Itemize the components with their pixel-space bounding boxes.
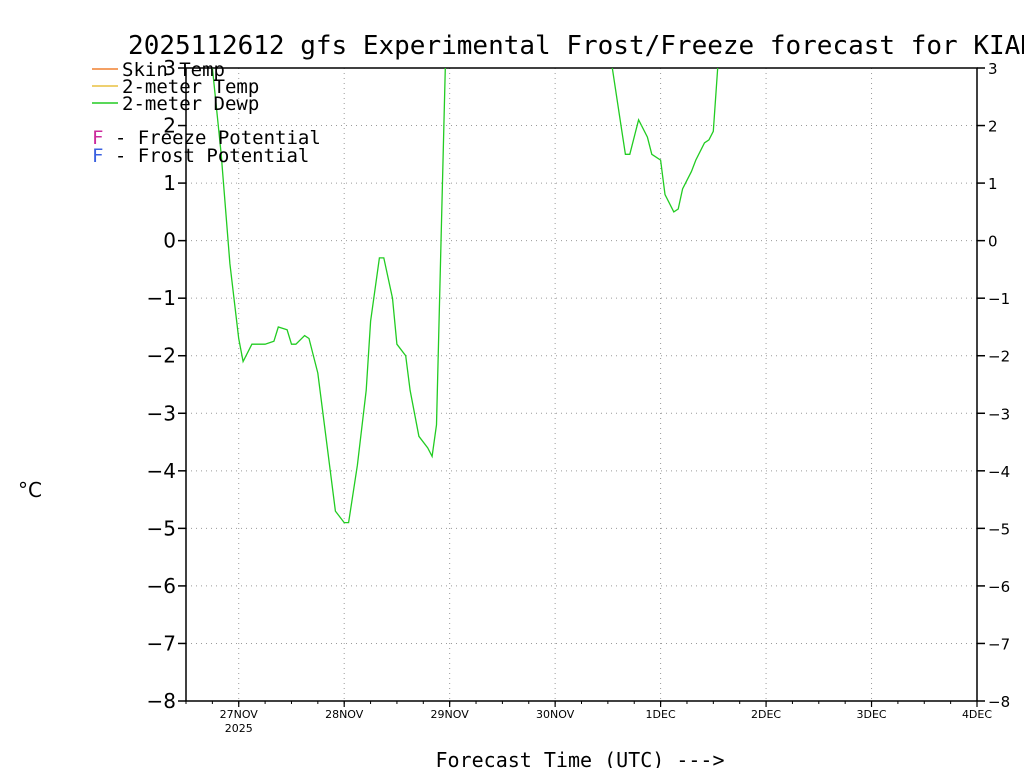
axes: 3 3 2 2 1 1 0 0 −1 −1 −2 −2 −3 −3 −4 −4 −5 −5 −6 −6 −7 −7 −8 −8…	[147, 56, 1011, 735]
x-tick-label: 27NOV	[220, 708, 259, 721]
y-tick-label-right: −6	[988, 578, 1010, 596]
chart-title: 2025112612 gfs Experimental Frost/Freeze…	[128, 31, 1024, 61]
legend-label: 2-meter Dewp	[122, 93, 259, 115]
x-tick-label: 29NOV	[431, 708, 470, 721]
y-tick-label-right: −2	[988, 348, 1010, 366]
y-tick-label-left: 3	[163, 56, 176, 80]
y-tick-label-right: 0	[988, 233, 998, 251]
grid	[186, 68, 977, 701]
x-tick-sublabel: 2025	[225, 722, 253, 735]
x-tick-label: 30NOV	[536, 708, 575, 721]
legend-marker-entry: F - Frost Potential	[92, 145, 309, 167]
y-tick-label-right: −7	[988, 635, 1010, 653]
series-line-dewpoint	[611, 68, 719, 213]
legend-marker-label: - Freeze Potential	[103, 127, 320, 149]
legend-marker-entry: F - Freeze Potential	[92, 127, 321, 149]
y-tick-label-right: −5	[988, 520, 1010, 538]
x-axis-label: Forecast Time (UTC) --->	[436, 748, 725, 768]
legend-marker-symbol: F	[92, 127, 103, 149]
x-tick-label: 4DEC	[962, 708, 992, 721]
x-tick-label: 2DEC	[751, 708, 781, 721]
y-tick-label-right: −1	[988, 290, 1010, 308]
series-line-dewpoint	[211, 68, 446, 524]
legend-label: Skin Temp	[122, 59, 225, 81]
x-tick-label: 3DEC	[856, 708, 886, 721]
y-tick-label-left: −4	[147, 459, 176, 483]
y-tick-label-left: −3	[147, 401, 176, 425]
y-axis-label: °C	[18, 478, 42, 502]
y-tick-label-left: 0	[163, 229, 176, 253]
y-tick-label-left: −8	[147, 689, 176, 713]
series-layer	[211, 68, 719, 524]
y-tick-label-right: −4	[988, 463, 1010, 481]
y-tick-label-left: 1	[163, 171, 176, 195]
y-tick-label-left: −7	[147, 631, 176, 655]
y-tick-label-right: 2	[988, 118, 998, 136]
legend-marker-symbol: F	[92, 145, 103, 167]
y-tick-label-left: 2	[163, 114, 176, 138]
y-tick-label-right: −3	[988, 405, 1010, 423]
y-tick-label-right: 1	[988, 175, 998, 193]
y-tick-label-left: −6	[147, 574, 176, 598]
y-tick-label-right: 3	[988, 60, 998, 78]
x-tick-label: 28NOV	[325, 708, 364, 721]
x-tick-label: 1DEC	[646, 708, 676, 721]
y-tick-label-right: −8	[988, 693, 1010, 711]
y-tick-label-left: −1	[147, 286, 176, 310]
legend-label: 2-meter Temp	[122, 76, 259, 98]
legend-marker-label: - Frost Potential	[103, 145, 309, 167]
y-tick-label-left: −2	[147, 344, 176, 368]
y-tick-label-left: −5	[147, 516, 176, 540]
